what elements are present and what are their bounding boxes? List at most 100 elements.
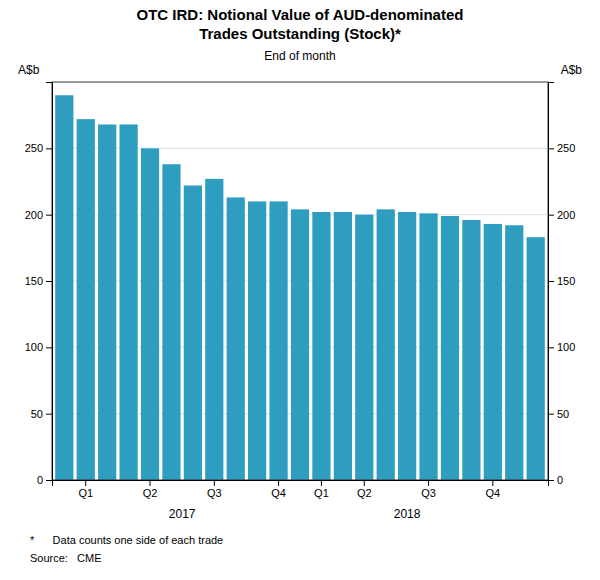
tick-mark (321, 480, 322, 486)
bar (505, 225, 523, 480)
tick: 50 (31, 408, 52, 420)
axis-line (53, 481, 549, 487)
tick-mark (150, 480, 151, 486)
tick-label: 0 (37, 474, 43, 486)
x-axis: Q1 Q2 Q3 Q4 Q1 Q2 Q3 Q4 (53, 480, 549, 499)
footnote: * Data counts one side of each trade (30, 534, 223, 546)
bar (205, 179, 223, 480)
tick-label: Q2 (143, 487, 158, 499)
tick: 150 (548, 275, 575, 287)
bar (527, 237, 545, 480)
tick: 0 (548, 474, 563, 486)
tick-label: 50 (557, 408, 569, 420)
tick-label: 50 (31, 408, 43, 420)
tick: 200 (548, 209, 575, 221)
tick-mark (46, 347, 52, 348)
plot: Q1 Q2 Q3 Q4 Q1 Q2 Q3 Q4 0 50 100 150 200 250 0 50 100 150… (25, 82, 576, 521)
annotation: 2017 (169, 507, 196, 521)
footnote: Source: CME (30, 552, 102, 564)
bar (162, 164, 180, 480)
tick-mark (428, 480, 429, 486)
y2-axis-label: A$b (561, 63, 583, 77)
tick-mark (46, 148, 52, 149)
bar (334, 212, 352, 480)
tick-mark (364, 480, 365, 486)
tick-mark (548, 414, 554, 415)
tick: 50 (548, 408, 569, 420)
title: OTC IRD: Notional Value of AUD-denominat… (137, 6, 464, 23)
tick-mark (46, 414, 52, 415)
chart: OTC IRD: Notional Value of AUD-denominat… (0, 0, 600, 580)
tick-label: 250 (557, 142, 575, 154)
tick-label: Q3 (207, 487, 222, 499)
tick-mark (548, 480, 554, 481)
tick: Q4 (271, 480, 286, 499)
bar (419, 213, 437, 480)
tick: Q2 (143, 480, 158, 499)
tick-label: Q1 (78, 487, 93, 499)
bar (184, 185, 202, 480)
tick: 250 (25, 142, 52, 154)
tick-mark (46, 281, 52, 282)
tick: 150 (25, 275, 52, 287)
tick-mark (492, 480, 493, 486)
tick-mark (278, 480, 279, 486)
subtitle: End of month (264, 49, 335, 63)
bar (55, 95, 73, 480)
bar (441, 216, 459, 480)
tick-mark (548, 281, 554, 282)
tick-label: 200 (25, 209, 43, 221)
bar (119, 124, 137, 480)
tick-label: Q4 (485, 487, 500, 499)
tick-mark (46, 480, 52, 481)
tick-label: Q1 (314, 487, 329, 499)
bar (355, 215, 373, 480)
bar (227, 197, 245, 480)
y2-axis: 0 50 100 150 200 250 (548, 83, 575, 487)
tick: Q1 (314, 480, 329, 499)
tick: Q3 (421, 480, 436, 499)
bar (398, 212, 416, 480)
tick: Q2 (357, 480, 372, 499)
bar (462, 220, 480, 480)
bar (291, 209, 309, 480)
tick: 200 (25, 209, 52, 221)
tick-mark (85, 480, 86, 486)
axis-line (549, 83, 555, 481)
tick: 250 (548, 142, 575, 154)
tick-label: 150 (557, 275, 575, 287)
tick-mark (548, 347, 554, 348)
tick-label: Q4 (271, 487, 286, 499)
bar (377, 209, 395, 480)
bar (98, 124, 116, 480)
annotation: 2018 (394, 507, 421, 521)
tick-label: 200 (557, 209, 575, 221)
y-axis: 0 50 100 150 200 250 (25, 83, 53, 487)
tick-label: 250 (25, 142, 43, 154)
tick-mark (548, 215, 554, 216)
bar (269, 201, 287, 480)
bar (141, 148, 159, 480)
tick: 100 (548, 341, 575, 353)
frame (52, 82, 548, 480)
bar (312, 212, 330, 480)
tick: Q1 (78, 480, 93, 499)
tick-mark (548, 148, 554, 149)
tick-label: 0 (557, 474, 563, 486)
tick-mark (214, 480, 215, 486)
tick: Q3 (207, 480, 222, 499)
y-axis-label: A$b (18, 63, 40, 77)
tick: Q4 (485, 480, 500, 499)
tick-label: Q3 (421, 487, 436, 499)
bar (484, 224, 502, 480)
bar (77, 119, 95, 480)
tick-label: 100 (25, 341, 43, 353)
tick-label: 150 (25, 275, 43, 287)
axis-line (46, 83, 53, 481)
tick-label: Q2 (357, 487, 372, 499)
title: Trades Outstanding (Stock)* (199, 25, 401, 42)
tick: 0 (37, 474, 52, 486)
bar (248, 201, 266, 480)
bars (55, 95, 545, 480)
tick-mark (46, 215, 52, 216)
